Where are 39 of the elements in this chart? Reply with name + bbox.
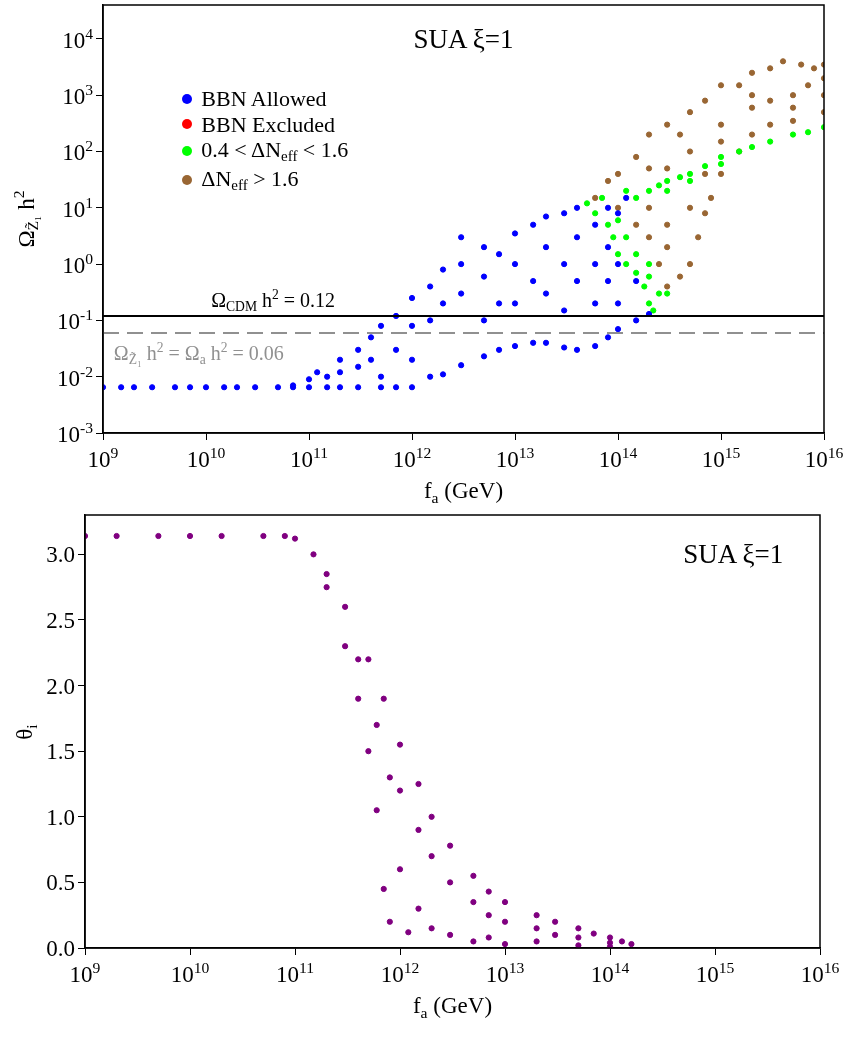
- annotation: SUA ξ=1: [683, 538, 784, 569]
- text: Ω$_{Z̃₁}$ h$^{2}$ = Ω$_{a}$ h$^{2}$ = 0.06: [113, 339, 284, 368]
- y-tick-label: 0.5: [46, 869, 75, 895]
- x-tick-label: 10$^{15}$: [701, 444, 741, 473]
- x-tick-label: 10$^{16}$: [800, 959, 840, 988]
- x-tick-label: 10$^{11}$: [275, 959, 315, 988]
- x-tick-label: 10$^{13}$: [495, 444, 535, 473]
- y-tick-label: 10$^{-1}$: [56, 306, 93, 335]
- x-tick-label: 10$^{14}$: [590, 959, 630, 988]
- x-tick-label: 10$^{9}$: [69, 959, 101, 988]
- legend-label: BBN Excluded: [201, 111, 336, 137]
- y-tick-label: 10$^{0}$: [62, 249, 93, 279]
- y-tick-label: 2.0: [46, 673, 75, 699]
- x-axis-title: f$_{a}$ (GeV): [423, 478, 504, 506]
- x-axis-title: f$_{a}$ (GeV): [412, 993, 493, 1021]
- x-tick-label: 10$^{12}$: [380, 959, 420, 988]
- x-tick-label: 10$^{14}$: [598, 444, 638, 473]
- ref-line-label: Ω$_{CDM}$ h$^{2}$ = 0.12: [211, 286, 336, 315]
- y-tick-label: 1.5: [46, 738, 75, 764]
- x-tick-label: 10$^{12}$: [392, 444, 432, 473]
- x-tick-label: 10$^{10}$: [186, 444, 226, 473]
- y-tick-label: 0.0: [46, 935, 75, 961]
- y-tick-label: 10$^{4}$: [62, 24, 93, 54]
- x-tick-label: 10$^{11}$: [289, 444, 329, 473]
- legend-label: ΔN$_{eff}$ > 1.6: [201, 165, 299, 195]
- x-tick-label: 10$^{15}$: [695, 959, 735, 988]
- annotation: SUA ξ=1: [413, 24, 514, 55]
- y-tick-label: 10$^{-2}$: [56, 362, 93, 391]
- y-tick-label: 2.5: [46, 607, 75, 633]
- y-tick-label: 1.0: [46, 804, 75, 830]
- y-tick-label: 10$^{3}$: [62, 81, 93, 110]
- x-tick-label: 10$^{13}$: [485, 959, 525, 988]
- legend-label: 0.4 < ΔN$_{eff}$ < 1.6: [201, 136, 349, 166]
- y-tick-label: 10$^{2}$: [62, 137, 93, 166]
- x-tick-label: 10$^{10}$: [170, 959, 210, 988]
- y-tick-label: 10$^{1}$: [62, 193, 93, 222]
- legend-label: BBN Allowed: [201, 86, 327, 112]
- x-tick-label: 10$^{16}$: [804, 444, 844, 473]
- y-tick-label: 3.0: [46, 541, 75, 567]
